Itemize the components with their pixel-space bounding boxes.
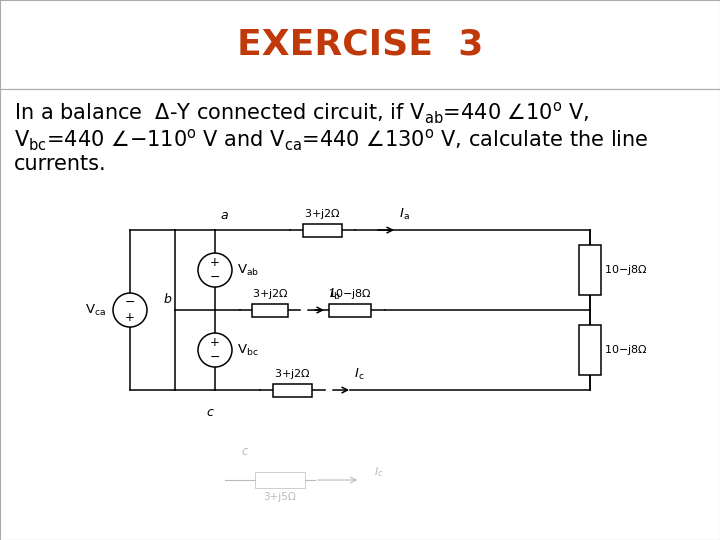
Text: 3+j5Ω: 3+j5Ω: [264, 492, 297, 502]
Circle shape: [198, 253, 232, 287]
Text: In a balance  $\Delta$-Y connected circuit, if V$_{\rm ab}$=440 $\angle$10$^{\rm: In a balance $\Delta$-Y connected circui…: [14, 100, 590, 126]
Text: +: +: [125, 310, 135, 323]
Text: −: −: [125, 296, 135, 309]
Bar: [252, 303, 288, 316]
Text: c: c: [242, 445, 248, 458]
Bar: [579, 325, 601, 375]
Text: I$_{\rm a}$: I$_{\rm a}$: [399, 207, 410, 222]
Bar: [255, 472, 305, 488]
Circle shape: [198, 333, 232, 367]
Text: 10$-$j8$\Omega$: 10$-$j8$\Omega$: [604, 343, 648, 357]
Text: c: c: [207, 406, 213, 419]
Text: a: a: [220, 209, 228, 222]
Circle shape: [113, 293, 147, 327]
Text: b: b: [163, 293, 171, 306]
Text: V$_{\rm ab}$: V$_{\rm ab}$: [237, 262, 259, 278]
Text: 10$-$j8$\Omega$: 10$-$j8$\Omega$: [604, 263, 648, 277]
Text: V$_{\rm ca}$: V$_{\rm ca}$: [85, 302, 106, 318]
Text: 3+j2$\Omega$: 3+j2$\Omega$: [305, 207, 341, 221]
Bar: [579, 245, 601, 295]
Text: 10$-$j8$\Omega$: 10$-$j8$\Omega$: [328, 287, 372, 301]
Text: +: +: [210, 336, 220, 349]
Text: currents.: currents.: [14, 154, 107, 174]
Bar: [329, 303, 371, 316]
Text: 3+j2$\Omega$: 3+j2$\Omega$: [252, 287, 288, 301]
Text: I$_{\rm b}$: I$_{\rm b}$: [329, 287, 341, 302]
Text: I$_c$: I$_c$: [374, 465, 384, 479]
Text: V$_{\rm bc}$: V$_{\rm bc}$: [237, 342, 258, 357]
Text: EXERCISE  3: EXERCISE 3: [237, 28, 483, 62]
Text: V$_{\rm bc}$=440 $\angle$$-$110$^{\rm o}$ V and V$_{\rm ca}$=440 $\angle$130$^{\: V$_{\rm bc}$=440 $\angle$$-$110$^{\rm o}…: [14, 127, 649, 153]
Text: −: −: [210, 350, 220, 363]
Text: −: −: [210, 271, 220, 284]
Bar: [303, 224, 342, 237]
Text: I$_{\rm c}$: I$_{\rm c}$: [354, 367, 364, 382]
Text: 3+j2$\Omega$: 3+j2$\Omega$: [274, 367, 311, 381]
Bar: [273, 383, 312, 396]
Text: +: +: [210, 256, 220, 269]
